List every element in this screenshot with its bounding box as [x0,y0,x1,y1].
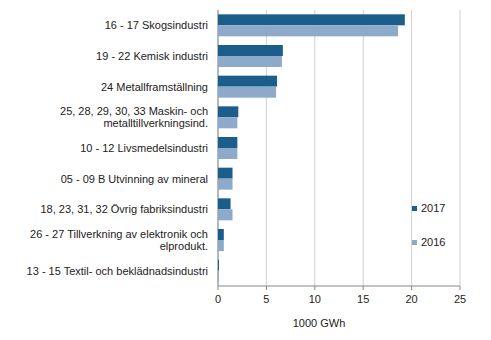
bar [218,179,233,190]
tick-mark [314,286,315,290]
tick-mark [460,286,461,290]
category-label-line: 13 - 15 Textil- och beklädnadsindustri [27,265,208,277]
legend-label: 2017 [421,202,445,214]
category-label: 18, 23, 31, 32 Övrig fabriksindustri [40,203,208,215]
bar [218,45,283,56]
bar [218,148,237,159]
category-label-line: 16 - 17 Skogsindustri [105,19,208,31]
grid-line [314,10,315,286]
tick-label: 15 [357,293,369,305]
category-label-line: 10 - 12 Livsmedelsindustri [80,142,208,154]
category-label: 19 - 22 Kemisk industri [96,50,208,62]
bar [218,76,277,87]
category-label: 25, 28, 29, 30, 33 Maskin- ochmetalltill… [60,105,208,129]
bar [218,106,238,117]
bar [218,271,219,282]
category-label: 13 - 15 Textil- och beklädnadsindustri [27,265,208,277]
x-axis [218,286,460,287]
bars [218,14,405,281]
category-label-line: elprodukt. [160,240,208,252]
grid-line [460,10,461,286]
category-label-line: 19 - 22 Kemisk industri [96,50,208,62]
category-label-line: 18, 23, 31, 32 Övrig fabriksindustri [40,203,208,215]
bar [218,56,282,67]
tick-label: 25 [454,293,466,305]
bar [218,14,405,25]
grid-line [411,10,412,286]
bar [218,25,398,36]
category-label: 10 - 12 Livsmedelsindustri [80,142,208,154]
legend-swatch [412,240,417,245]
category-label-line: 25, 28, 29, 30, 33 Maskin- och [60,105,208,117]
bar [218,168,233,179]
legend-label: 2016 [421,236,445,248]
category-label-line: metalltillverkningsind. [103,117,208,129]
tick-mark [218,286,219,290]
tick-label: 0 [215,293,221,305]
tick-mark [363,286,364,290]
tick-label: 10 [309,293,321,305]
tick-mark [266,286,267,290]
tick-mark [411,286,412,290]
category-label: 16 - 17 Skogsindustri [105,19,208,31]
category-label: 26 - 27 Tillverkning av elektronik ochel… [30,228,208,252]
bar [218,117,237,128]
chart: 0 5 10 15 20 25 16 - 17 Skogsindustri 19 - 22 K… [0,0,491,340]
legend-swatch [412,206,417,211]
bar [218,240,224,251]
category-label-line: 05 - 09 B Utvinning av mineral [61,173,208,185]
grid-line [363,10,364,286]
tick-label: 20 [405,293,417,305]
bar [218,260,219,271]
category-label: 05 - 09 B Utvinning av mineral [61,173,208,185]
tick-label: 5 [263,293,269,305]
bar [218,209,233,220]
bar [218,198,231,209]
bar [218,87,276,98]
bar [218,229,224,240]
axis-label: 1000 GWh [293,317,346,329]
category-label-line: 26 - 27 Tillverkning av elektronik och [30,228,208,240]
category-label: 24 Metallframställning [101,81,208,93]
bar [218,137,237,148]
category-label-line: 24 Metallframställning [101,81,208,93]
